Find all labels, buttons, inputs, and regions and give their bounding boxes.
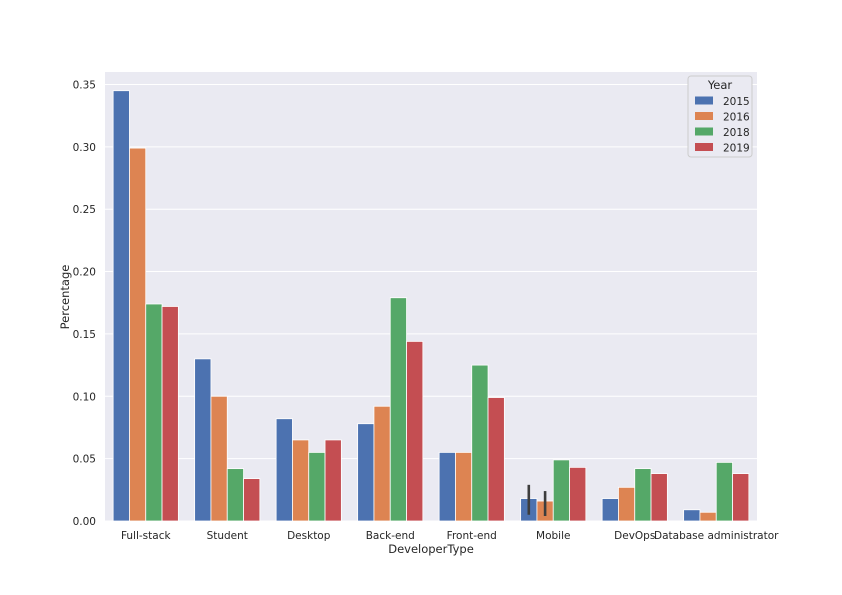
error-bars [527,484,547,517]
x-tick-label: Full-stack [121,530,172,542]
bar [210,395,228,522]
legend-label: 2019 [723,143,750,155]
y-tick-label: 0.15 [73,329,96,341]
y-tick-label: 0.25 [73,204,96,216]
x-tick-label: Student [207,530,248,542]
y-tick-label: 0.30 [73,142,96,154]
bar [683,509,701,522]
bar [618,486,636,522]
bar [455,452,473,522]
bar [194,358,212,522]
bar [389,297,407,522]
legend-items: 2015 2016 2018 2019 [695,96,750,155]
legend-swatch [695,143,713,151]
bar [145,303,163,522]
x-tick-label: Desktop [287,530,331,542]
legend-label: 2015 [723,96,750,108]
bar [569,466,587,522]
bar [226,468,244,522]
bar [406,340,424,522]
x-tick-label: Database administrator [654,530,779,542]
x-tick-label: DevOps [614,530,655,542]
bar [634,468,652,522]
bar [324,439,342,522]
legend-title: Year [707,78,733,92]
bar [732,473,750,522]
bar [308,452,326,522]
legend-swatch [695,96,713,105]
y-tick-label: 0.10 [73,391,96,403]
bar [650,473,668,522]
bar [292,439,310,522]
bar [552,459,570,522]
legend-label: 2016 [723,112,750,124]
x-tick-label: Mobile [536,530,570,542]
bar [357,423,375,522]
x-tick-label: Front-end [447,530,497,542]
bar [373,405,391,522]
y-tick-label: 0.20 [73,267,96,279]
legend-swatch [695,112,713,120]
y-tick-label: 0.00 [73,516,96,528]
bar [487,397,505,522]
bar [601,498,619,522]
bars [112,90,750,522]
y-axis-ticks: 0.00 0.05 0.10 0.15 0.20 0.25 0.30 0.35 [73,79,96,528]
y-axis-label: Percentage [58,265,72,330]
legend-box [687,75,753,158]
x-axis-label: DeveloperType [388,542,474,556]
y-tick-label: 0.05 [73,454,96,466]
x-tick-label: Back-end [366,530,415,542]
bar [112,90,130,522]
bar [161,306,179,522]
bar [471,364,489,522]
bar [715,461,733,522]
bar [438,452,456,522]
bar [699,511,717,522]
legend: Year 2015 2016 2018 2019 [687,75,753,158]
bar [243,478,261,522]
bar [275,418,293,522]
bar [129,147,147,522]
x-axis-ticks: Full-stack Student Desktop Back-end Front-en… [121,530,779,542]
legend-swatch [695,127,713,136]
legend-label: 2018 [723,127,750,139]
y-tick-label: 0.35 [73,79,96,91]
